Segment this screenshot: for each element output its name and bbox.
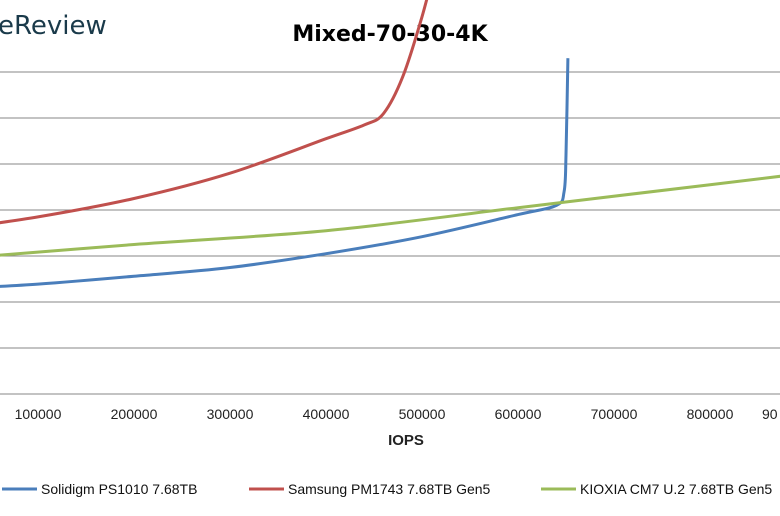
x-tick-label: 500000: [399, 406, 446, 422]
series-line-1: [0, 58, 570, 288]
series-line-3: [0, 174, 780, 257]
x-tick-label: 100000: [15, 406, 62, 422]
x-tick-label: 400000: [303, 406, 350, 422]
x-tick-labels: 100000 200000 300000 400000 500000 600000 7000…: [15, 406, 778, 422]
series-line-2: [0, 0, 429, 225]
x-tick-label: 90: [762, 406, 778, 422]
legend: Solidigm PS1010 7.68TB Samsung PM1743 7.6…: [2, 481, 772, 497]
x-tick-label: 300000: [207, 406, 254, 422]
chart-title: Mixed-70-30-4K: [292, 22, 488, 47]
x-tick-label: 600000: [495, 406, 542, 422]
brand-logo-text: eReview: [0, 11, 107, 41]
x-tick-label: 200000: [111, 406, 158, 422]
x-tick-label: 700000: [591, 406, 638, 422]
legend-label: Solidigm PS1010 7.68TB: [41, 481, 197, 497]
gridlines: [0, 71, 780, 349]
x-tick-label: 800000: [687, 406, 734, 422]
legend-label: Samsung PM1743 7.68TB Gen5: [288, 481, 491, 497]
legend-label: KIOXIA CM7 U.2 7.68TB Gen5: [580, 481, 772, 497]
x-axis-label: IOPS: [388, 432, 424, 449]
series-lines: [0, 0, 780, 288]
